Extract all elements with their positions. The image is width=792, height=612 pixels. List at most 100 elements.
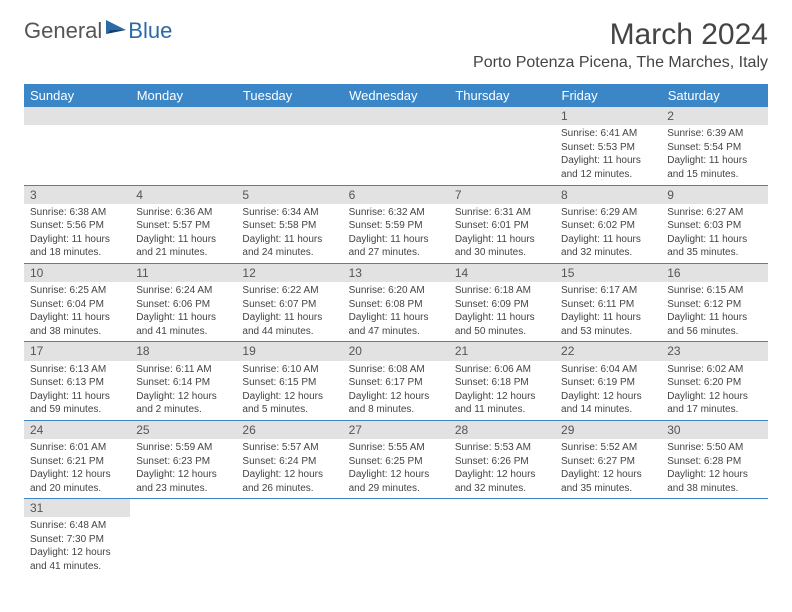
day-sunset: Sunset: 6:09 PM xyxy=(455,298,549,312)
calendar-cell: 5Sunrise: 6:34 AMSunset: 5:58 PMDaylight… xyxy=(236,185,342,263)
day-number: 16 xyxy=(661,264,767,282)
day-data: Sunrise: 6:20 AMSunset: 6:08 PMDaylight:… xyxy=(343,282,449,341)
calendar-week-row: 17Sunrise: 6:13 AMSunset: 6:13 PMDayligh… xyxy=(24,342,768,420)
location-subtitle: Porto Potenza Picena, The Marches, Italy xyxy=(473,54,768,72)
calendar-cell: 14Sunrise: 6:18 AMSunset: 6:09 PMDayligh… xyxy=(449,263,555,341)
calendar-cell: 1Sunrise: 6:41 AMSunset: 5:53 PMDaylight… xyxy=(555,107,661,185)
flag-icon xyxy=(106,18,128,44)
day-data: Sunrise: 5:53 AMSunset: 6:26 PMDaylight:… xyxy=(449,439,555,498)
calendar-week-row: 3Sunrise: 6:38 AMSunset: 5:56 PMDaylight… xyxy=(24,185,768,263)
day-daylight: Daylight: 11 hours and 47 minutes. xyxy=(349,311,443,338)
weekday-header: Monday xyxy=(130,84,236,107)
day-number: 19 xyxy=(236,342,342,360)
day-data: Sunrise: 6:25 AMSunset: 6:04 PMDaylight:… xyxy=(24,282,130,341)
day-number: 2 xyxy=(661,107,767,125)
day-sunrise: Sunrise: 5:53 AM xyxy=(455,441,549,455)
day-daylight: Daylight: 11 hours and 32 minutes. xyxy=(561,233,655,260)
day-sunrise: Sunrise: 6:41 AM xyxy=(561,127,655,141)
day-number: 29 xyxy=(555,421,661,439)
day-sunset: Sunset: 5:59 PM xyxy=(349,219,443,233)
day-sunrise: Sunrise: 6:17 AM xyxy=(561,284,655,298)
day-sunset: Sunset: 6:28 PM xyxy=(667,455,761,469)
title-block: March 2024 Porto Potenza Picena, The Mar… xyxy=(473,18,768,72)
day-daylight: Daylight: 11 hours and 18 minutes. xyxy=(30,233,124,260)
calendar-cell: 12Sunrise: 6:22 AMSunset: 6:07 PMDayligh… xyxy=(236,263,342,341)
day-sunset: Sunset: 6:23 PM xyxy=(136,455,230,469)
day-daylight: Daylight: 11 hours and 44 minutes. xyxy=(242,311,336,338)
day-data: Sunrise: 6:06 AMSunset: 6:18 PMDaylight:… xyxy=(449,361,555,420)
weekday-header: Thursday xyxy=(449,84,555,107)
day-number: 22 xyxy=(555,342,661,360)
page-header: General Blue March 2024 Porto Potenza Pi… xyxy=(0,0,792,76)
calendar-week-row: 10Sunrise: 6:25 AMSunset: 6:04 PMDayligh… xyxy=(24,263,768,341)
day-daylight: Daylight: 11 hours and 41 minutes. xyxy=(136,311,230,338)
day-number: 20 xyxy=(343,342,449,360)
day-sunrise: Sunrise: 6:15 AM xyxy=(667,284,761,298)
calendar-week-row: 24Sunrise: 6:01 AMSunset: 6:21 PMDayligh… xyxy=(24,420,768,498)
day-number: 30 xyxy=(661,421,767,439)
day-sunset: Sunset: 6:20 PM xyxy=(667,376,761,390)
calendar-week-row: 31Sunrise: 6:48 AMSunset: 7:30 PMDayligh… xyxy=(24,499,768,577)
day-data: Sunrise: 6:04 AMSunset: 6:19 PMDaylight:… xyxy=(555,361,661,420)
calendar-cell: 26Sunrise: 5:57 AMSunset: 6:24 PMDayligh… xyxy=(236,420,342,498)
day-data: Sunrise: 6:32 AMSunset: 5:59 PMDaylight:… xyxy=(343,204,449,263)
day-daylight: Daylight: 12 hours and 29 minutes. xyxy=(349,468,443,495)
day-sunrise: Sunrise: 6:34 AM xyxy=(242,206,336,220)
day-daylight: Daylight: 12 hours and 14 minutes. xyxy=(561,390,655,417)
day-daylight: Daylight: 12 hours and 8 minutes. xyxy=(349,390,443,417)
calendar-cell: 19Sunrise: 6:10 AMSunset: 6:15 PMDayligh… xyxy=(236,342,342,420)
day-sunset: Sunset: 6:26 PM xyxy=(455,455,549,469)
day-daylight: Daylight: 11 hours and 59 minutes. xyxy=(30,390,124,417)
day-data: Sunrise: 6:36 AMSunset: 5:57 PMDaylight:… xyxy=(130,204,236,263)
day-sunrise: Sunrise: 5:50 AM xyxy=(667,441,761,455)
day-data: Sunrise: 6:31 AMSunset: 6:01 PMDaylight:… xyxy=(449,204,555,263)
day-sunset: Sunset: 6:02 PM xyxy=(561,219,655,233)
day-sunset: Sunset: 6:08 PM xyxy=(349,298,443,312)
day-daylight: Daylight: 11 hours and 30 minutes. xyxy=(455,233,549,260)
day-sunrise: Sunrise: 5:52 AM xyxy=(561,441,655,455)
day-data: Sunrise: 5:55 AMSunset: 6:25 PMDaylight:… xyxy=(343,439,449,498)
weekday-header: Friday xyxy=(555,84,661,107)
day-number: 8 xyxy=(555,186,661,204)
day-daylight: Daylight: 12 hours and 26 minutes. xyxy=(242,468,336,495)
day-daylight: Daylight: 11 hours and 12 minutes. xyxy=(561,154,655,181)
day-daylight: Daylight: 11 hours and 35 minutes. xyxy=(667,233,761,260)
day-data: Sunrise: 6:41 AMSunset: 5:53 PMDaylight:… xyxy=(555,125,661,184)
calendar-cell xyxy=(449,499,555,577)
day-sunset: Sunset: 5:53 PM xyxy=(561,141,655,155)
calendar-cell: 30Sunrise: 5:50 AMSunset: 6:28 PMDayligh… xyxy=(661,420,767,498)
day-sunrise: Sunrise: 6:22 AM xyxy=(242,284,336,298)
day-data: Sunrise: 6:24 AMSunset: 6:06 PMDaylight:… xyxy=(130,282,236,341)
day-number: 3 xyxy=(24,186,130,204)
day-data: Sunrise: 5:52 AMSunset: 6:27 PMDaylight:… xyxy=(555,439,661,498)
calendar-cell: 3Sunrise: 6:38 AMSunset: 5:56 PMDaylight… xyxy=(24,185,130,263)
day-data: Sunrise: 6:02 AMSunset: 6:20 PMDaylight:… xyxy=(661,361,767,420)
day-sunrise: Sunrise: 6:24 AM xyxy=(136,284,230,298)
day-number: 31 xyxy=(24,499,130,517)
day-daylight: Daylight: 11 hours and 38 minutes. xyxy=(30,311,124,338)
day-number: 17 xyxy=(24,342,130,360)
calendar-cell: 15Sunrise: 6:17 AMSunset: 6:11 PMDayligh… xyxy=(555,263,661,341)
day-daylight: Daylight: 11 hours and 15 minutes. xyxy=(667,154,761,181)
day-data: Sunrise: 6:15 AMSunset: 6:12 PMDaylight:… xyxy=(661,282,767,341)
day-daylight: Daylight: 12 hours and 17 minutes. xyxy=(667,390,761,417)
day-sunrise: Sunrise: 6:31 AM xyxy=(455,206,549,220)
day-sunset: Sunset: 7:30 PM xyxy=(30,533,124,547)
day-daylight: Daylight: 12 hours and 41 minutes. xyxy=(30,546,124,573)
day-daylight: Daylight: 12 hours and 23 minutes. xyxy=(136,468,230,495)
weekday-header: Tuesday xyxy=(236,84,342,107)
day-sunset: Sunset: 6:06 PM xyxy=(136,298,230,312)
weekday-header: Saturday xyxy=(661,84,767,107)
day-daylight: Daylight: 12 hours and 2 minutes. xyxy=(136,390,230,417)
day-number: 27 xyxy=(343,421,449,439)
day-sunrise: Sunrise: 6:08 AM xyxy=(349,363,443,377)
day-daylight: Daylight: 11 hours and 24 minutes. xyxy=(242,233,336,260)
day-data: Sunrise: 6:01 AMSunset: 6:21 PMDaylight:… xyxy=(24,439,130,498)
calendar-cell: 16Sunrise: 6:15 AMSunset: 6:12 PMDayligh… xyxy=(661,263,767,341)
day-number: 18 xyxy=(130,342,236,360)
calendar-cell: 7Sunrise: 6:31 AMSunset: 6:01 PMDaylight… xyxy=(449,185,555,263)
day-sunrise: Sunrise: 5:55 AM xyxy=(349,441,443,455)
weekday-header-row: SundayMondayTuesdayWednesdayThursdayFrid… xyxy=(24,84,768,107)
day-data: Sunrise: 6:11 AMSunset: 6:14 PMDaylight:… xyxy=(130,361,236,420)
day-sunset: Sunset: 6:07 PM xyxy=(242,298,336,312)
